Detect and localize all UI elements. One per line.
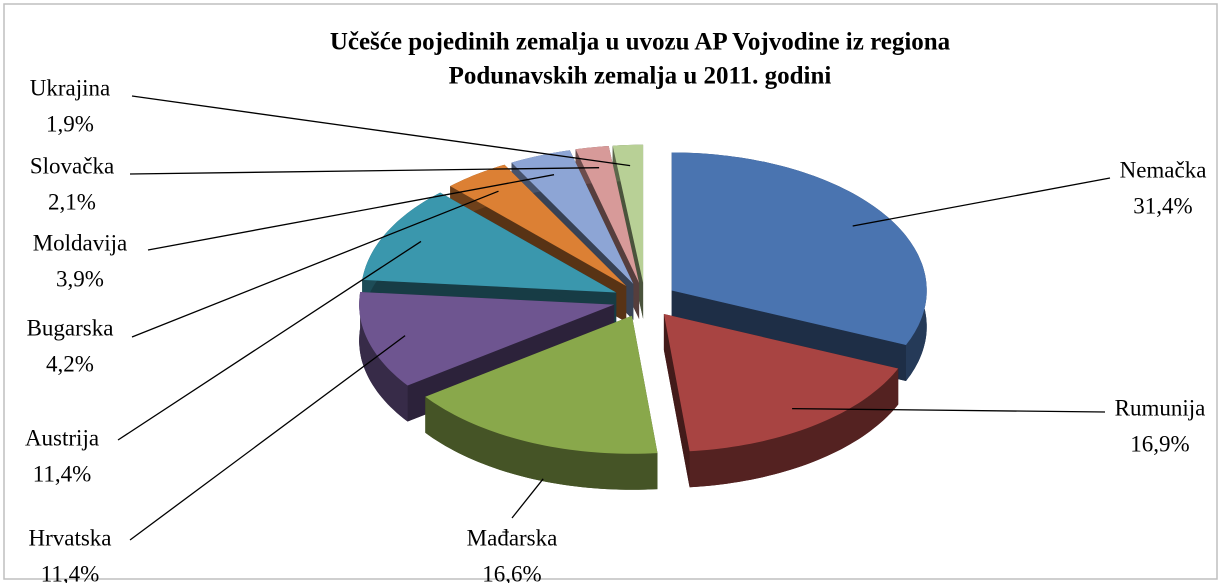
value-label: 11,4% — [33, 461, 92, 486]
chart-title: Učešće pojedinih zemalja u uvozu AP Vojv… — [330, 29, 951, 56]
slice-side — [359, 292, 408, 422]
slice — [425, 315, 658, 454]
leader-line — [792, 407, 1106, 413]
slice — [511, 150, 634, 284]
leader-line — [117, 240, 422, 441]
category-label: Nemačka — [1120, 157, 1207, 182]
leader-line — [131, 190, 499, 338]
category-label: Ukrajina — [30, 75, 110, 100]
slice-side — [689, 368, 899, 488]
leader-line — [852, 177, 1111, 227]
category-label: Hrvatska — [28, 525, 111, 550]
value-label: 3,9% — [56, 266, 104, 291]
value-label: 4,2% — [46, 351, 94, 376]
slice — [612, 144, 644, 283]
slice — [575, 146, 640, 283]
labels: Nemačka 31,4% Rumunija 16,9% Mađarska 16,6% Hr… — [25, 75, 1206, 583]
category-label: Rumunija — [1115, 395, 1206, 420]
leader-line — [129, 167, 600, 175]
slice — [362, 192, 617, 293]
leader-line — [129, 335, 406, 541]
slice-side — [663, 314, 690, 488]
chart-subtitle: Podunavskih zemalja u 2011. godini — [449, 63, 832, 90]
leader-line — [131, 95, 631, 167]
category-label: Moldavija — [33, 230, 128, 255]
value-label: 16,9% — [1130, 431, 1189, 456]
slice — [450, 164, 627, 286]
leader-line — [511, 478, 544, 519]
category-label: Austrija — [25, 425, 99, 450]
value-label: 1,9% — [46, 111, 94, 136]
value-label: 31,4% — [1133, 193, 1192, 218]
value-label: 2,1% — [48, 189, 96, 214]
category-label: Bugarska — [27, 315, 114, 340]
category-label: Slovačka — [30, 153, 114, 178]
pie — [359, 144, 927, 490]
value-label: 16,6% — [482, 561, 541, 583]
category-label: Mađarska — [467, 525, 558, 550]
value-label: 11,4% — [41, 561, 100, 583]
leader-line — [147, 174, 555, 251]
slice — [671, 152, 927, 345]
slice — [663, 314, 899, 452]
slice-side — [425, 396, 658, 490]
slice — [359, 292, 615, 386]
